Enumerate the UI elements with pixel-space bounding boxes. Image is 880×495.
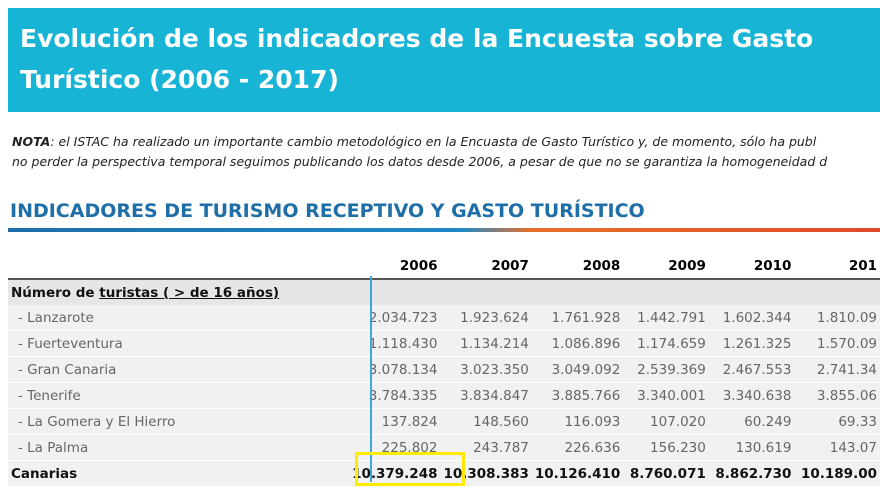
column-header: 201 <box>794 253 880 280</box>
row-label: - Lanzarote <box>8 305 350 331</box>
divider <box>8 228 880 232</box>
cell: 60.249 <box>708 408 795 435</box>
cell: 143.07 <box>794 434 880 461</box>
cell: 3.855.06 <box>794 382 880 409</box>
group-label: Número de turistas ( > de 16 años) <box>8 279 880 305</box>
cell: 3.340.001 <box>623 382 709 409</box>
cell: 2.467.553 <box>708 356 795 383</box>
cell: 1.118.430 <box>349 330 441 357</box>
column-header: 2008 <box>531 253 624 280</box>
data-row: - La Gomera y El Hierro 137.824 148.560 116… <box>8 408 880 435</box>
cell: 2.539.369 <box>623 356 709 383</box>
cell: 148.560 <box>440 408 532 435</box>
row-label: - La Gomera y El Hierro <box>8 408 350 435</box>
cell: 10.189.00 <box>794 460 880 486</box>
cell: 2.034.723 <box>349 305 441 331</box>
row-label: - Tenerife <box>8 382 350 409</box>
cell: 1.761.928 <box>531 305 624 331</box>
cell: 3.784.335 <box>349 382 441 409</box>
data-row: - Fuerteventura 1.118.430 1.134.214 1.086.8… <box>8 330 880 357</box>
row-label: Canarias <box>8 460 350 486</box>
cell: 1.134.214 <box>440 330 532 357</box>
section-title: INDICADORES DE TURISMO RECEPTIVO Y GASTO… <box>10 200 645 222</box>
cell: 130.619 <box>708 434 795 461</box>
data-row: - La Palma 225.802 243.787 226.636 156.230 13… <box>8 434 880 461</box>
cell: 1.602.344 <box>708 305 795 331</box>
cell: 1.570.09 <box>794 330 880 357</box>
cell: 1.442.791 <box>623 305 709 331</box>
column-header: 2009 <box>623 253 709 280</box>
note-text: : el ISTAC ha realizado un importante ca… <box>50 134 817 149</box>
cell: 3.834.847 <box>440 382 532 409</box>
cell: 3.340.638 <box>708 382 795 409</box>
column-header: 2010 <box>708 253 795 280</box>
data-row: - Lanzarote 2.034.723 1.923.624 1.761.928 1.… <box>8 305 880 331</box>
cell: 8.760.071 <box>623 460 709 486</box>
group-prefix: Número de <box>11 284 100 301</box>
cell: 10.126.410 <box>531 460 624 486</box>
title: Evolución de los indicadores de la Encue… <box>20 24 814 94</box>
cell: 8.862.730 <box>708 460 795 486</box>
cell: 156.230 <box>623 434 709 461</box>
column-header: 2007 <box>440 253 532 280</box>
cell: 2.741.34 <box>794 356 880 383</box>
banner: Evolución de los indicadores de la Encue… <box>8 8 880 112</box>
group-label-text: turistas ( > de 16 años) <box>99 284 280 301</box>
note-line: NOTA: el ISTAC ha realizado un important… <box>12 134 816 149</box>
cell: 1.810.09 <box>794 305 880 331</box>
column-header: 2006 <box>349 253 441 280</box>
header-row: 2006 2007 2008 2009 2010 201 <box>8 253 880 280</box>
data-row: - Tenerife 3.784.335 3.834.847 3.885.766 3.3… <box>8 382 880 409</box>
total-row: Canarias 10.379.248 10.308.383 10.126.410 8.… <box>8 460 880 486</box>
cell: 3.885.766 <box>531 382 624 409</box>
cell: 243.787 <box>440 434 532 461</box>
data-table: 2006 2007 2008 2009 2010 201 Número de turista… <box>8 253 880 486</box>
cell: 107.020 <box>623 408 709 435</box>
data-row: - Gran Canaria 3.078.134 3.023.350 3.049.09… <box>8 356 880 383</box>
highlight <box>355 452 465 486</box>
cell: 1.086.896 <box>531 330 624 357</box>
note-label: NOTA <box>12 134 51 149</box>
cell: 10.379.248 <box>349 460 441 486</box>
row-label: - Gran Canaria <box>8 356 350 383</box>
note-line: no perder la perspectiva temporal seguim… <box>12 154 828 169</box>
cell: 1.174.659 <box>623 330 709 357</box>
cell: 3.023.350 <box>440 356 532 383</box>
cell: 69.33 <box>794 408 880 435</box>
cell: 3.078.134 <box>349 356 441 383</box>
cell: 1.923.624 <box>440 305 532 331</box>
cell: 1.261.325 <box>708 330 795 357</box>
cell: 225.802 <box>349 434 441 461</box>
table-body: Número de turistas ( > de 16 años) - Lanz… <box>8 279 880 486</box>
cell: 226.636 <box>531 434 624 461</box>
cell: 116.093 <box>531 408 624 435</box>
column-rule <box>370 276 372 482</box>
cell: 137.824 <box>349 408 441 435</box>
group-row: Número de turistas ( > de 16 años) <box>8 279 880 305</box>
corner <box>8 253 350 280</box>
row-label: - La Palma <box>8 434 350 461</box>
row-label: - Fuerteventura <box>8 330 350 357</box>
cell: 3.049.092 <box>531 356 624 383</box>
